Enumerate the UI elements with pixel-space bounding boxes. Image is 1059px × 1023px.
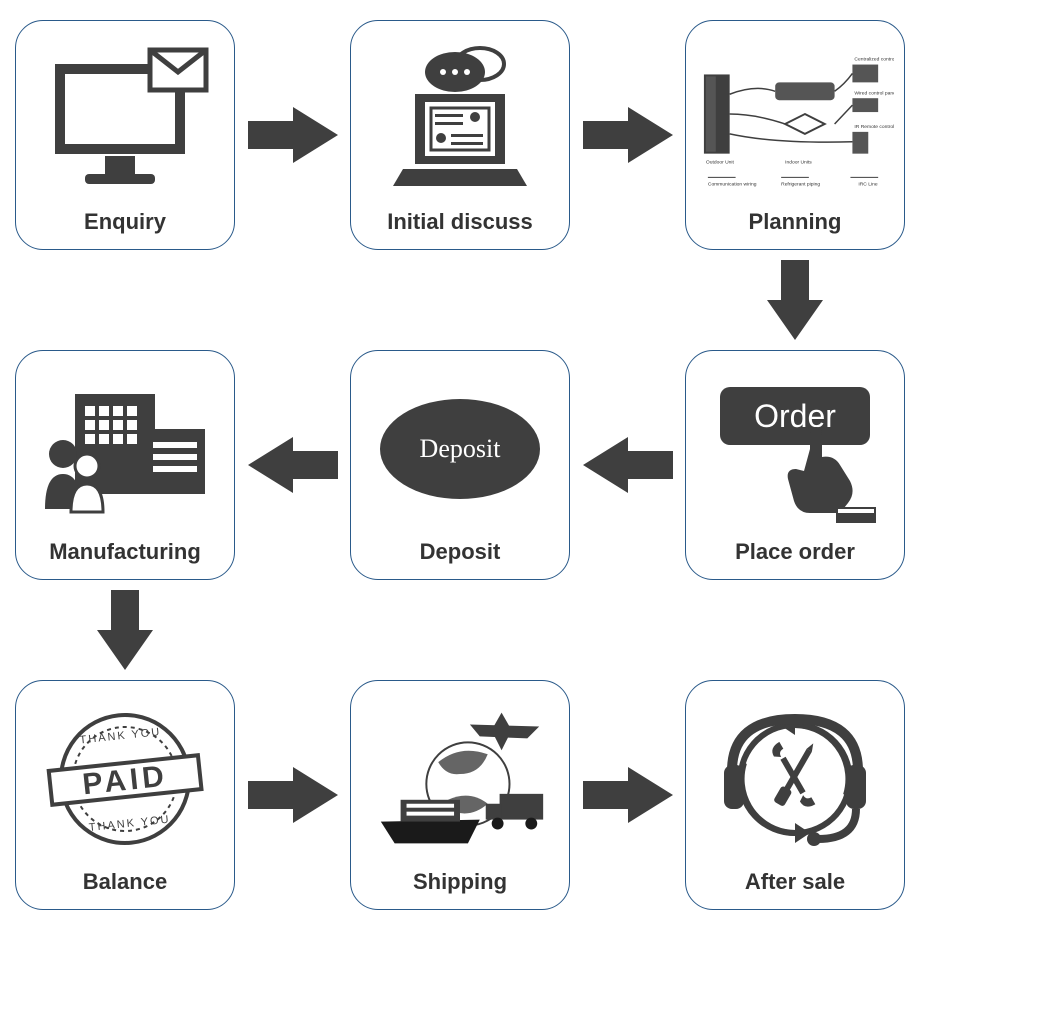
node-planning: Centralized controller Wired control pan… [685, 20, 905, 250]
order-button-hand-icon: Order [696, 365, 894, 533]
node-balance: ★ ★ THANK YOU THANK YOU PAID Balance [15, 680, 235, 910]
process-flowchart: Enquiry I [10, 10, 1049, 920]
node-after-sale: After sale [685, 680, 905, 910]
headset-tools-icon [696, 695, 894, 863]
svg-text:IR Remote control: IR Remote control [854, 124, 894, 130]
node-initial-discuss: Initial discuss [350, 20, 570, 250]
svg-text:Wired control panel: Wired control panel [854, 90, 894, 96]
svg-text:THANK YOU: THANK YOU [79, 726, 162, 747]
arrow-left-icon [583, 435, 673, 495]
arrow-right-icon [248, 105, 338, 165]
arrow-down-icon [765, 260, 825, 340]
node-label: Shipping [413, 869, 507, 895]
arrow-right-icon [583, 105, 673, 165]
node-deposit: Deposit Deposit [350, 350, 570, 580]
arrow-right-icon [583, 765, 673, 825]
svg-text:Outdoor Unit: Outdoor Unit [706, 160, 735, 166]
svg-text:Indoor Units: Indoor Units [785, 160, 812, 166]
node-place-order: Order Place order [685, 350, 905, 580]
monitor-mail-icon [26, 35, 224, 203]
deposit-ellipse-icon: Deposit [361, 365, 559, 533]
globe-transport-icon [361, 695, 559, 863]
deposit-ellipse-text: Deposit [380, 399, 540, 499]
svg-text:Refrigerant piping: Refrigerant piping [781, 181, 820, 187]
node-manufacturing: Manufacturing [15, 350, 235, 580]
node-label: Planning [749, 209, 842, 235]
paid-stamp-icon: ★ ★ THANK YOU THANK YOU PAID [26, 695, 224, 863]
node-label: Balance [83, 869, 167, 895]
wiring-diagram-icon: Centralized controller Wired control pan… [696, 35, 894, 203]
node-shipping: Shipping [350, 680, 570, 910]
svg-text:Communication wiring: Communication wiring [708, 181, 757, 187]
laptop-chat-icon [361, 35, 559, 203]
node-label: Place order [735, 539, 855, 565]
order-button-text: Order [754, 398, 836, 434]
node-label: Deposit [420, 539, 501, 565]
node-enquiry: Enquiry [15, 20, 235, 250]
node-label: After sale [745, 869, 845, 895]
factory-people-icon [26, 365, 224, 533]
svg-text:Centralized controller: Centralized controller [854, 57, 894, 63]
arrow-down-icon [95, 590, 155, 670]
node-label: Manufacturing [49, 539, 201, 565]
svg-text:IRC Line: IRC Line [858, 181, 877, 187]
node-label: Enquiry [84, 209, 166, 235]
arrow-left-icon [248, 435, 338, 495]
arrow-right-icon [248, 765, 338, 825]
node-label: Initial discuss [387, 209, 533, 235]
